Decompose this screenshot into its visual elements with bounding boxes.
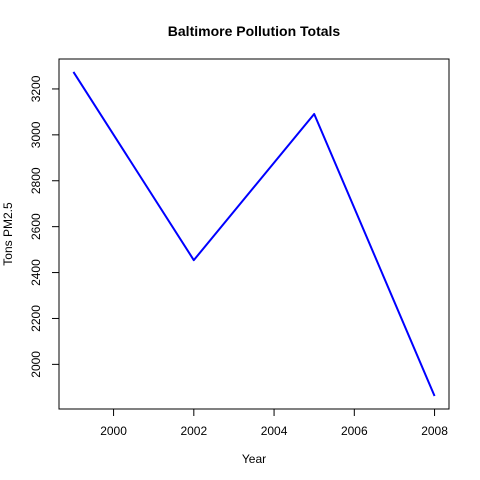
x-axis-label: Year [242, 452, 266, 466]
chart-title: Baltimore Pollution Totals [168, 23, 341, 39]
y-tick-label: 2600 [29, 213, 43, 240]
plot-frame [58, 58, 450, 410]
x-tick-label: 2008 [421, 424, 448, 438]
x-tick-label: 2002 [180, 424, 207, 438]
series-group [72, 71, 436, 397]
series-line [72, 71, 436, 397]
x-tick-label: 2000 [100, 424, 127, 438]
y-tick-label: 3000 [29, 121, 43, 148]
y-tick-label: 2000 [29, 351, 43, 378]
y-tick-label: 2200 [29, 305, 43, 332]
y-axis: 2000 2200 2400 2600 2800 3000 3200 [29, 75, 60, 378]
y-tick-label: 3200 [29, 75, 43, 102]
y-tick-label: 2400 [29, 259, 43, 286]
y-axis-label: Tons PM2.5 [1, 202, 15, 266]
x-axis: 2000 2002 2004 2006 2008 [100, 408, 448, 438]
x-tick-label: 2006 [341, 424, 368, 438]
y-tick-label: 2800 [29, 167, 43, 194]
x-tick-label: 2004 [261, 424, 288, 438]
